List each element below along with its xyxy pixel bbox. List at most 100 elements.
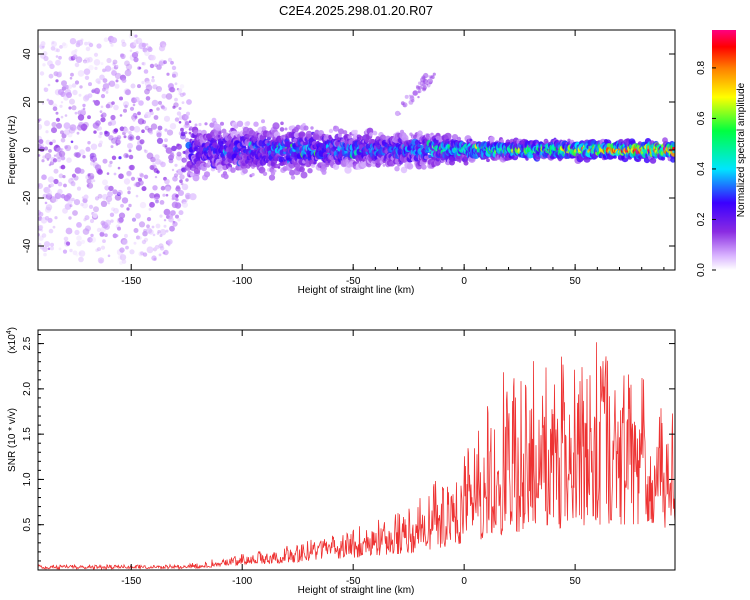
spectrogram-cell	[148, 229, 154, 235]
spectrogram-cell	[168, 216, 174, 223]
spectrogram-cell	[149, 63, 155, 69]
spectrogram-cell	[46, 98, 50, 102]
spectrogram-cell	[84, 41, 88, 46]
spectrogram-cell	[284, 127, 288, 131]
spectrogram-cell	[154, 154, 160, 160]
spectrogram-cell	[116, 135, 122, 140]
spectrogram-cell	[38, 118, 41, 124]
spectrogram-cell	[151, 225, 155, 229]
spectrogram-cell	[141, 42, 147, 48]
spectrogram-cell	[130, 83, 136, 89]
spectrogram-cell	[73, 145, 79, 150]
spectrogram-cell	[93, 52, 99, 57]
spectrogram-cell	[182, 158, 188, 163]
spectrogram-cell	[189, 193, 197, 201]
spectrogram-cell	[94, 196, 100, 201]
spectrogram-cell	[53, 154, 57, 157]
spectrogram-cell	[144, 111, 152, 119]
spectrogram-cell	[55, 59, 61, 66]
spectrogram-cell	[128, 149, 132, 153]
spectrogram-cell	[49, 63, 55, 70]
spectrogram-cell	[172, 105, 176, 109]
spectrogram-cell	[143, 229, 147, 233]
spectrogram-cell	[70, 140, 74, 144]
spectrogram-cell	[55, 144, 59, 148]
spectrogram-cell	[55, 117, 61, 122]
spectrogram-cell	[133, 39, 139, 45]
spectrogram-cell	[76, 131, 80, 135]
spectrogram-cell	[80, 123, 88, 131]
spectrogram-cell	[400, 166, 408, 174]
spectrogram-cell	[382, 164, 386, 167]
spectrogram-cell	[399, 112, 402, 115]
spectrogram-cell	[175, 214, 179, 219]
spectrogram-cell	[154, 193, 160, 200]
spectrogram-cell	[113, 128, 119, 133]
spectrogram-cell	[242, 168, 248, 174]
spectrogram-cell	[115, 234, 119, 238]
spectrogram-ytick-label: 20	[22, 96, 33, 108]
spectrogram-cell	[302, 122, 306, 127]
spectrogram-cell	[87, 141, 91, 145]
spectrogram-cell	[379, 134, 387, 141]
spectrogram-cell	[128, 203, 132, 208]
spectrogram-cell	[158, 253, 162, 257]
spectrogram-cell	[149, 130, 153, 135]
spectrogram-cell	[171, 65, 177, 71]
spectrogram-cell	[451, 134, 459, 141]
spectrogram-cell	[45, 204, 53, 211]
spectrogram-cell	[117, 189, 123, 196]
snr-xlabel: Height of straight line (km)	[298, 585, 415, 596]
spectrogram-cell	[161, 105, 165, 110]
spectrogram-cell	[71, 197, 75, 202]
spectrogram-cell	[76, 235, 82, 241]
spectrogram-cell	[73, 199, 81, 206]
spectrogram-cell	[121, 55, 125, 60]
spectrogram-cell	[372, 130, 378, 136]
spectrogram-cell	[83, 194, 89, 200]
spectrogram-cell	[155, 223, 161, 229]
spectrogram-cell	[154, 245, 160, 250]
spectrogram-cell	[141, 62, 145, 66]
spectrogram-cell	[489, 136, 495, 142]
spectrogram-cell	[59, 45, 63, 49]
snr-unit-base: (x10	[7, 334, 18, 354]
spectrogram-cell	[44, 201, 48, 205]
spectrogram-cell	[125, 89, 131, 96]
snr-xtick-label: -100	[232, 576, 252, 587]
spectrogram-cell	[119, 254, 127, 261]
spectrogram-cell	[158, 100, 162, 105]
spectrogram-cell	[86, 178, 92, 184]
spectrogram-cell	[432, 72, 436, 76]
spectrogram-cell	[76, 186, 82, 191]
spectrogram-cell	[435, 159, 441, 166]
spectrogram-cell	[69, 76, 73, 80]
spectrogram-cell	[172, 221, 178, 227]
spectrogram-cell	[151, 78, 155, 83]
spectrogram-cell	[126, 170, 132, 177]
spectrogram-cell	[41, 102, 45, 105]
spectrogram-cell	[138, 66, 142, 70]
spectrogram-cell	[348, 135, 352, 140]
spectrogram-cell	[417, 90, 421, 94]
spectrogram-cell	[47, 176, 55, 183]
svg-text:(x104): (x104)	[6, 327, 18, 354]
spectrogram-cell	[124, 60, 130, 67]
spectrogram-cell	[69, 38, 77, 45]
spectrogram-cell	[152, 233, 156, 237]
spectrogram-cell	[184, 131, 188, 135]
spectrogram-xtick-label: -100	[232, 276, 252, 287]
spectrogram-cell	[176, 143, 182, 150]
spectrogram-cell	[118, 212, 126, 219]
spectrogram-cell	[107, 191, 113, 198]
spectrogram-cell	[71, 105, 77, 111]
spectrogram-cell	[313, 161, 317, 165]
spectrogram-cell	[99, 140, 103, 145]
spectrogram-cell	[164, 138, 168, 143]
spectrogram-cell	[159, 229, 167, 236]
spectrogram-cell	[165, 93, 173, 100]
spectrogram-cell	[100, 245, 106, 250]
spectrogram-cell	[71, 173, 77, 178]
spectrogram-cell	[150, 111, 154, 116]
spectrogram-cell	[108, 135, 114, 141]
